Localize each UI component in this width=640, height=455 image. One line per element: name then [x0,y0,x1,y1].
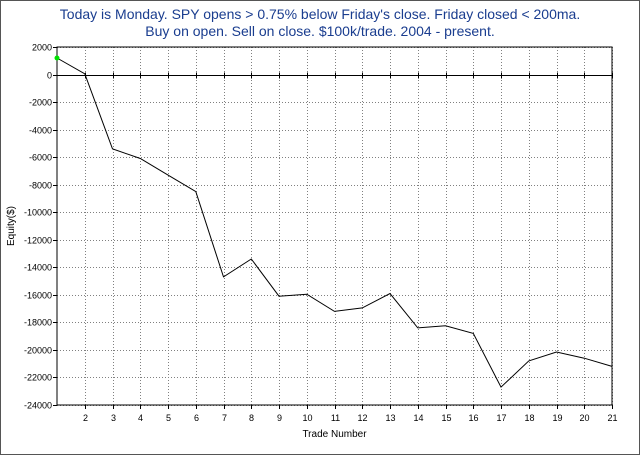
x-tick-label: 2 [83,413,88,423]
y-tick-label: -18000 [24,318,52,328]
series-layer [54,55,613,388]
y-tick-label: -20000 [24,346,52,356]
y-tick-label: -10000 [24,208,52,218]
y-tick-label: 2000 [32,43,52,53]
plot-area-border [56,46,613,406]
start-marker [54,55,60,61]
x-tick-label: 18 [524,413,534,423]
x-tick-label: 17 [496,413,506,423]
equity-line [56,57,613,388]
x-tick-label: 7 [222,413,227,423]
grid-lines [57,47,613,406]
y-tick-label: -2000 [29,98,52,108]
x-tick-label: 16 [468,413,478,423]
x-tick-label: 9 [277,413,282,423]
x-tick-label: 14 [413,413,423,423]
y-tick-label: -24000 [24,401,52,411]
y-tick-label: -6000 [29,153,52,163]
chart-subtitle: Buy on open. Sell on close. $100k/trade.… [145,23,495,39]
y-tick-label: -12000 [24,236,52,246]
y-tick-label: -14000 [24,263,52,273]
y-tick-label: -22000 [24,373,52,383]
y-tick-label: -4000 [29,126,52,136]
x-tick-label: 5 [166,413,171,423]
x-tick-label: 21 [607,413,617,423]
x-tick-label: 20 [579,413,589,423]
x-tick-label: 10 [302,413,312,423]
axis-ticks: 2000 0 -2000 -4000 -6000 -8000 -10000 -12000 -14… [24,43,618,424]
x-tick-label: 19 [552,413,562,423]
x-tick-label: 12 [357,413,367,423]
x-tick-label: 4 [138,413,143,423]
x-tick-label: 13 [385,413,395,423]
x-tick-label: 15 [441,413,451,423]
y-tick-label: -16000 [24,291,52,301]
y-tick-label: -8000 [29,181,52,191]
chart-title: Today is Monday. SPY opens > 0.75% below… [59,6,581,22]
x-tick-label: 6 [194,413,199,423]
y-tick-label: 0 [47,71,52,81]
x-axis-title: Trade Number [302,429,367,440]
x-tick-label: 11 [331,413,340,423]
x-tick-label: 3 [111,413,116,423]
x-tick-label: 8 [249,413,254,423]
y-axis-title: Equity($) [6,206,17,246]
